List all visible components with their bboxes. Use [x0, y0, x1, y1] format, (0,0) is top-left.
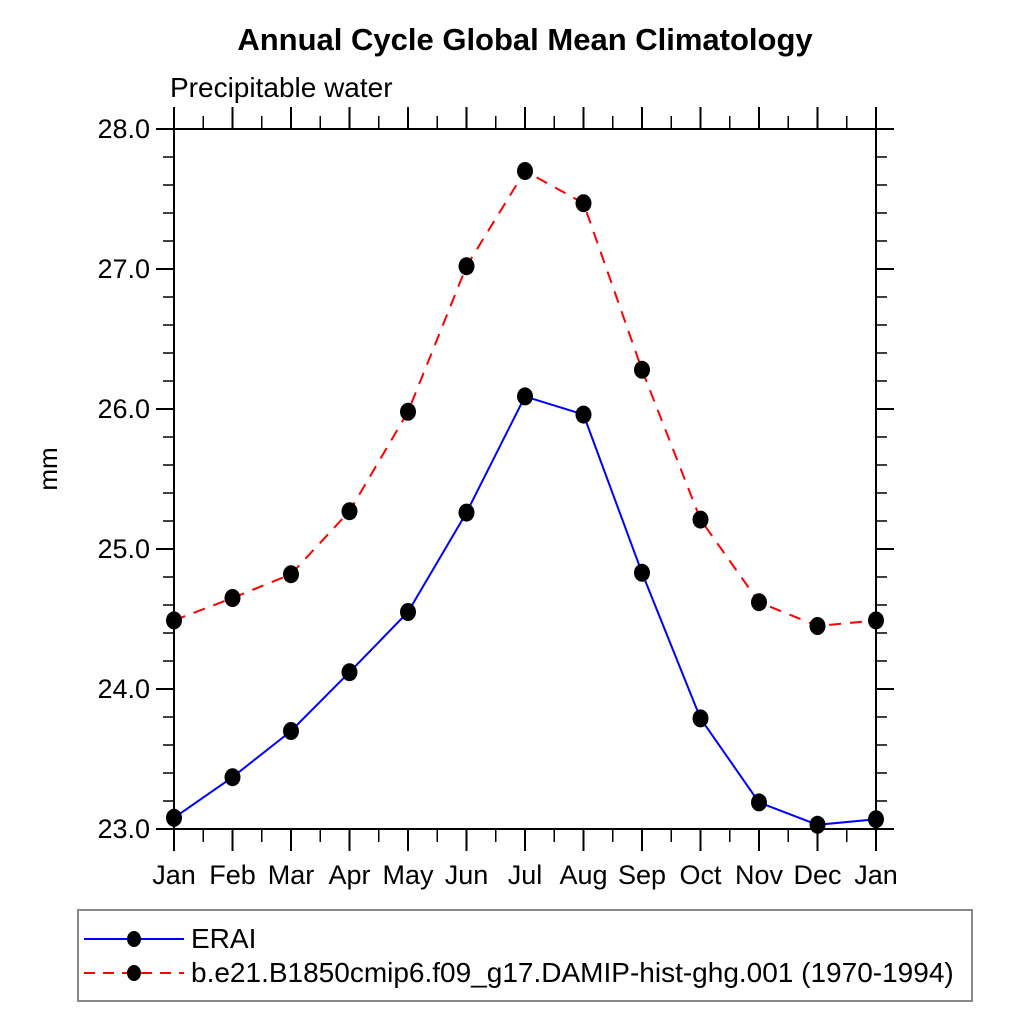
data-point-marker: [634, 360, 650, 379]
data-point-marker: [751, 793, 767, 812]
x-tick-label: Dec: [793, 860, 841, 890]
y-tick-label: 25.0: [97, 534, 150, 564]
y-tick-label: 24.0: [97, 674, 150, 704]
x-tick-label: Jun: [445, 860, 489, 890]
legend-box: ERAI b.e21.B1850cmip6.f09_g17.DAMIP-hist-…: [77, 909, 973, 1002]
legend-swatch: [84, 964, 184, 981]
data-point-marker: [575, 405, 592, 424]
legend-swatch: [84, 930, 184, 947]
plot-box: [173, 128, 877, 830]
data-point-marker: [400, 603, 416, 621]
chart-title: Annual Cycle Global Mean Climatology: [237, 22, 813, 57]
data-point-marker: [400, 402, 416, 421]
y-tick-label: 23.0: [97, 814, 150, 844]
chart-subtitle: Precipitable water: [170, 72, 393, 103]
x-tick-label: Mar: [268, 860, 315, 890]
data-point-marker: [751, 593, 767, 612]
data-point-marker: [692, 510, 709, 529]
y-tick-label: 26.0: [97, 394, 150, 424]
data-point-marker: [517, 387, 533, 406]
x-tick-label: Nov: [735, 860, 784, 890]
data-point-marker: [166, 611, 182, 630]
legend-marker: [127, 964, 141, 981]
series-line-erai: [173, 395, 877, 826]
data-point-marker: [166, 808, 182, 827]
data-point-marker: [283, 722, 299, 740]
data-point-marker: [517, 162, 533, 180]
data-point-marker: [224, 768, 241, 787]
data-point-marker: [868, 810, 884, 829]
data-point-marker: [692, 709, 709, 728]
legend-label: ERAI: [191, 922, 257, 954]
legend-item: b.e21.B1850cmip6.f09_g17.DAMIP-hist-ghg.…: [84, 956, 971, 990]
x-tick-label: Jan: [152, 860, 196, 890]
x-tick-label: May: [382, 860, 434, 890]
x-tick-label: Apr: [328, 860, 370, 890]
data-point-marker: [634, 563, 650, 582]
data-point-marker: [458, 503, 475, 522]
data-point-marker: [283, 565, 299, 584]
x-tick-label: Jul: [508, 860, 543, 890]
y-axis-label: mm: [33, 447, 63, 490]
y-tick-label: 28.0: [97, 114, 150, 144]
x-tick-label: Feb: [209, 860, 256, 890]
y-tick-label: 27.0: [97, 254, 150, 284]
legend-label: b.e21.B1850cmip6.f09_g17.DAMIP-hist-ghg.…: [191, 956, 954, 988]
data-point-marker: [809, 617, 826, 635]
data-point-marker: [341, 663, 358, 682]
data-point-marker: [341, 502, 358, 521]
data-point-marker: [809, 815, 826, 834]
data-point-marker: [224, 589, 241, 607]
legend-item: ERAI: [84, 922, 971, 956]
x-tick-label: Jan: [854, 860, 898, 890]
x-tick-label: Aug: [559, 860, 607, 890]
legend-marker: [127, 930, 141, 947]
data-point-marker: [575, 194, 592, 213]
x-tick-label: Oct: [679, 860, 722, 890]
data-point-marker: [458, 257, 475, 276]
x-tick-label: Sep: [618, 860, 666, 890]
data-point-marker: [868, 611, 884, 630]
